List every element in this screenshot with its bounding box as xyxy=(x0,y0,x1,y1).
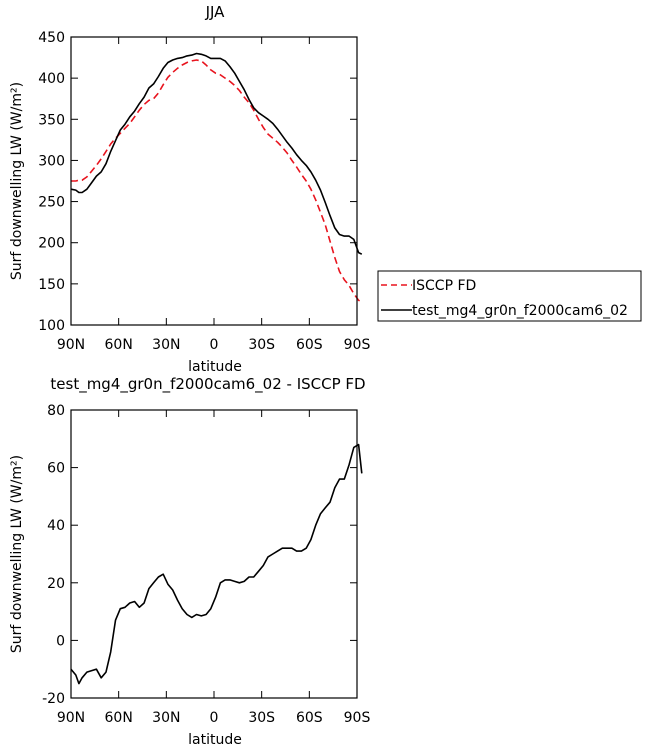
legend-label-model: test_mg4_gr0n_f2000cam6_02 xyxy=(412,303,628,319)
bottom-series-line-0 xyxy=(70,443,363,685)
top-series-line-1 xyxy=(70,52,363,255)
top-y-tick-label: 400 xyxy=(38,71,65,87)
top-y-axis-label: Surf downwelling LW (W/m²) xyxy=(9,82,25,280)
top-y-tick-label: 450 xyxy=(38,30,65,46)
top-y-tick-label: 350 xyxy=(38,112,65,128)
bottom-x-tick-label: 0 xyxy=(210,710,219,726)
bottom-x-tick-label: 60S xyxy=(296,710,323,726)
bottom-y-tick-label: 60 xyxy=(47,461,65,477)
top-x-tick-label: 60S xyxy=(296,337,323,353)
top-x-axis-label: latitude xyxy=(188,359,242,375)
top-x-tick-label: 90S xyxy=(344,337,371,353)
legend: ISCCP FD test_mg4_gr0n_f2000cam6_02 xyxy=(377,270,642,322)
top-y-tick-label: 200 xyxy=(38,236,65,252)
top-y-tick-label: 250 xyxy=(38,195,65,211)
bottom-y-tick-label: 40 xyxy=(47,518,65,534)
top-plot-frame xyxy=(70,36,358,326)
top-y-tick-label: 300 xyxy=(38,153,65,169)
bottom-x-tick-label: 90S xyxy=(344,710,371,726)
top-x-tick-label: 60N xyxy=(105,337,133,353)
top-panel: JJA 90N 60N 30N 0 30S 60S 90S 100 150 200 250 300 3… xyxy=(9,3,642,375)
bottom-chart-title: test_mg4_gr0n_f2000cam6_02 - ISCCP FD xyxy=(50,375,365,394)
legend-label-isccp: ISCCP FD xyxy=(412,278,476,294)
top-x-tick-label: 30S xyxy=(248,337,275,353)
bottom-y-tick-label: -20 xyxy=(42,691,65,707)
top-x-tick-label: 30N xyxy=(152,337,180,353)
bottom-x-tick-label: 60N xyxy=(105,710,133,726)
bottom-y-tick-label: 80 xyxy=(47,403,65,419)
bottom-x-axis-label: latitude xyxy=(188,732,242,748)
bottom-y-axis-label: Surf downwelling LW (W/m²) xyxy=(9,455,25,653)
bottom-y-tick-label: 20 xyxy=(47,576,65,592)
top-y-tick-label: 150 xyxy=(38,277,65,293)
bottom-plot-frame xyxy=(70,409,358,699)
top-y-tick-label: 100 xyxy=(38,318,65,334)
bottom-panel: test_mg4_gr0n_f2000cam6_02 - ISCCP FD 90… xyxy=(9,375,370,748)
bottom-x-tick-label: 30N xyxy=(152,710,180,726)
top-chart-title: JJA xyxy=(205,3,226,21)
legend-box xyxy=(377,270,642,322)
bottom-y-tick-label: 0 xyxy=(56,633,65,649)
top-series-line-0 xyxy=(71,59,363,303)
bottom-x-tick-label: 30S xyxy=(248,710,275,726)
top-x-tick-label: 90N xyxy=(57,337,85,353)
bottom-x-tick-label: 90N xyxy=(57,710,85,726)
top-x-tick-label: 0 xyxy=(210,337,219,353)
